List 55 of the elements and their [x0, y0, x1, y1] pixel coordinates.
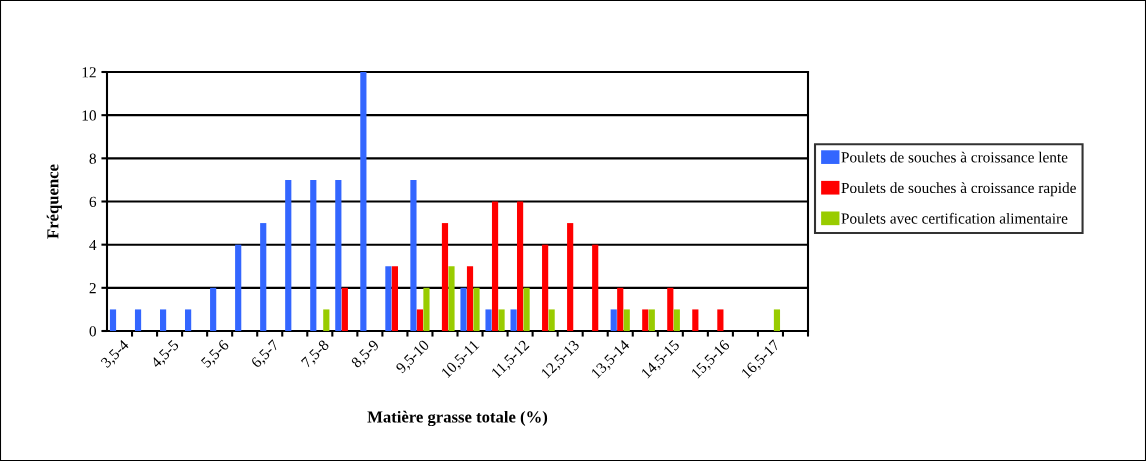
bar: [517, 201, 524, 331]
bar: [498, 309, 505, 331]
bar: [466, 266, 474, 331]
y-tick-label: 2: [89, 283, 96, 294]
y-tick-label: 6: [89, 196, 97, 207]
x-axis-title: Matière grasse totale (%): [367, 410, 548, 427]
bar: [523, 287, 530, 331]
bar: [335, 179, 342, 331]
bar: [548, 309, 555, 331]
bar: [385, 266, 392, 331]
bar: [610, 309, 617, 331]
bar: [567, 223, 574, 331]
bar: [773, 309, 781, 331]
y-tick-label: 8: [89, 153, 96, 164]
bar: [491, 201, 499, 331]
bar: [134, 309, 142, 331]
legend-label: Poulets avec certification alimentaire: [841, 212, 1068, 224]
bar: [510, 309, 517, 331]
y-tick-label: 12: [82, 67, 96, 78]
bar: [717, 309, 724, 331]
bar: [416, 309, 424, 331]
bar: [623, 309, 630, 331]
bar: [617, 287, 624, 331]
legend-label: Poulets de souches à croissance rapide: [841, 182, 1076, 197]
bar: [673, 309, 680, 331]
y-axis-title: Fréquence: [46, 164, 62, 239]
bar: [667, 287, 674, 331]
legend-label: Poulets de souches à croissance lente: [841, 151, 1068, 163]
bar: [642, 309, 649, 331]
bar: [323, 309, 330, 331]
bar: [648, 309, 655, 331]
y-tick-label: 10: [82, 110, 96, 121]
y-tick-label: 4: [89, 239, 97, 250]
bar: [109, 309, 117, 331]
bar: [310, 179, 317, 331]
bar: [341, 287, 348, 331]
bar: [360, 72, 367, 331]
bar: [410, 179, 417, 331]
bar: [460, 287, 467, 331]
bar: [592, 244, 599, 331]
bar: [185, 309, 192, 331]
bar: [260, 223, 267, 331]
bar: [448, 266, 455, 331]
bar: [285, 179, 292, 331]
bar: [159, 309, 167, 331]
bar: [441, 223, 449, 331]
bar: [692, 309, 699, 331]
bar: [542, 244, 549, 331]
bar: [210, 287, 217, 331]
bar: [473, 287, 480, 331]
y-tick-label: 0: [89, 326, 96, 337]
bar: [423, 287, 430, 331]
bar: [485, 309, 492, 331]
bar: [235, 244, 242, 331]
bar: [391, 266, 398, 331]
